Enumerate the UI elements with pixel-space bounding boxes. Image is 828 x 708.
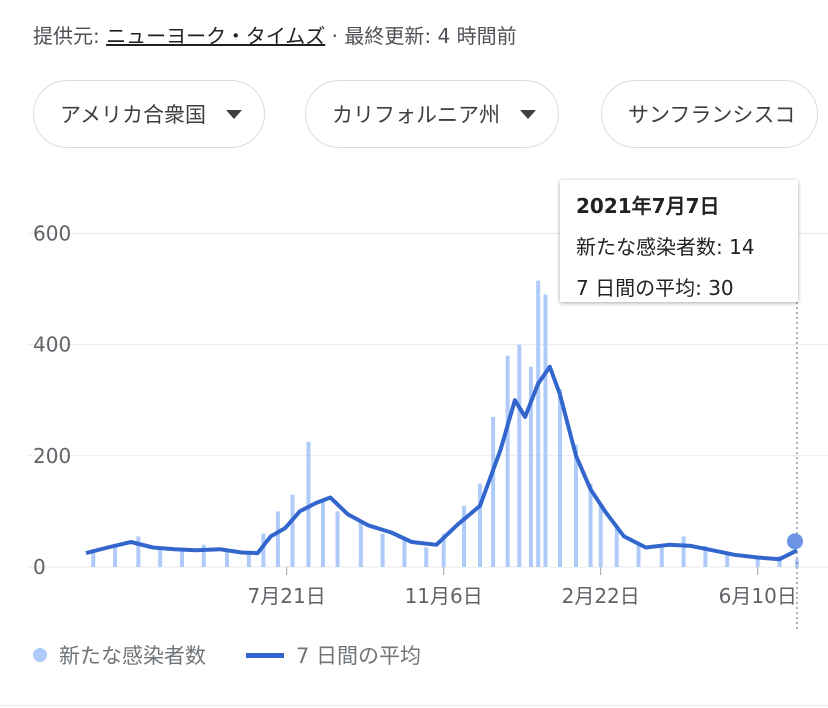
tooltip-new-cases-value: 14 <box>729 235 755 259</box>
source-link[interactable]: ニューヨーク・タイムズ <box>106 24 326 48</box>
y-tick-label: 400 <box>33 333 71 357</box>
cases-bar <box>725 553 730 567</box>
cases-bar <box>225 550 230 567</box>
cases-bar <box>659 544 664 567</box>
tooltip-average-value: 30 <box>708 276 734 300</box>
y-tick-label: 600 <box>33 221 71 245</box>
cases-bar <box>528 366 533 567</box>
legend-average-swatch <box>246 652 284 658</box>
cases-bar <box>517 344 522 567</box>
cases-bar <box>380 533 385 567</box>
cases-bar <box>290 494 295 567</box>
tooltip-average-label: 7 日間の平均: <box>576 276 702 300</box>
cases-bar <box>598 505 603 567</box>
caret-down-icon <box>520 109 536 119</box>
cases-bar <box>136 536 141 567</box>
cases-bar <box>681 536 686 567</box>
cases-bar <box>491 416 496 567</box>
chart-legend: 新たな感染者数 7 日間の平均 <box>33 640 421 670</box>
cases-bar <box>275 511 280 567</box>
source-prefix: 提供元: <box>33 24 100 48</box>
last-updated: · 最終更新: 4 時間前 <box>331 24 517 48</box>
cases-chart[interactable]: 0 200 400 600 7月21日 11月6日 2月22日 6月10日 <box>0 160 828 640</box>
cases-bar <box>246 551 251 567</box>
caret-down-icon <box>225 109 242 119</box>
tooltip-date: 2021年7月7日 <box>576 194 720 218</box>
cases-bar <box>755 556 760 567</box>
legend-cases-label: 新たな感染者数 <box>59 644 206 668</box>
county-label: サンフランシスコ <box>628 103 796 127</box>
tooltip-new-cases-label: 新たな感染者数: <box>576 235 723 259</box>
cases-bar <box>306 441 311 567</box>
state-dropdown[interactable]: カリフォルニア州 <box>305 80 559 148</box>
hover-tooltip: 2021年7月7日 新たな感染者数: 14 7 日間の平均: 30 <box>560 180 798 302</box>
cases-bar <box>441 533 446 567</box>
cases-bar <box>424 547 429 567</box>
legend-cases-swatch <box>33 648 47 662</box>
cases-bar <box>536 280 541 567</box>
county-dropdown[interactable]: サンフランシスコ <box>601 80 819 148</box>
cases-bar <box>321 500 325 567</box>
cases-bar <box>588 483 593 567</box>
cases-bar <box>505 355 510 567</box>
cases-bar <box>614 528 619 567</box>
hover-marker <box>787 533 803 550</box>
x-tick-label: 6月10日 <box>719 584 797 608</box>
x-tick-label: 7月21日 <box>248 584 326 608</box>
country-dropdown[interactable]: アメリカ合衆国 <box>33 80 265 148</box>
cases-bars <box>91 280 799 567</box>
cases-bar <box>777 555 782 567</box>
divider <box>0 705 828 706</box>
cases-bar <box>261 533 266 567</box>
cases-bar <box>113 544 118 567</box>
country-label: アメリカ合衆国 <box>60 103 206 127</box>
cases-bar <box>543 294 548 567</box>
legend-average-label: 7 日間の平均 <box>296 644 422 668</box>
cases-bar <box>91 553 96 567</box>
x-tick-label: 2月22日 <box>562 584 640 608</box>
x-axis-ticks: 7月21日 11月6日 2月22日 6月10日 <box>248 567 797 608</box>
y-tick-label: 200 <box>33 444 71 468</box>
cases-bar <box>402 539 407 567</box>
state-label: カリフォルニア州 <box>332 103 500 127</box>
y-tick-label: 0 <box>33 555 46 579</box>
cases-bar <box>703 545 708 567</box>
cases-bar <box>573 444 578 567</box>
region-filters: アメリカ合衆国 カリフォルニア州 サンフランシスコ <box>33 80 828 152</box>
tooltip-new-cases: 新たな感染者数: 14 <box>576 231 782 260</box>
cases-bar <box>335 511 340 567</box>
cases-bar <box>462 505 467 567</box>
cases-bar <box>558 389 562 567</box>
tooltip-average: 7 日間の平均: 30 <box>576 272 782 301</box>
cases-bar <box>179 550 184 567</box>
source-line: 提供元: ニューヨーク・タイムズ · 最終更新: 4 時間前 <box>33 20 517 49</box>
x-tick-label: 11月6日 <box>405 584 483 608</box>
cases-bar <box>158 547 163 567</box>
cases-bar <box>358 522 363 567</box>
average-line <box>85 364 798 562</box>
cases-bar <box>478 483 483 567</box>
cases-bar <box>636 541 641 567</box>
cases-bar <box>201 544 206 567</box>
y-axis-ticks: 0 200 400 600 <box>33 221 71 579</box>
